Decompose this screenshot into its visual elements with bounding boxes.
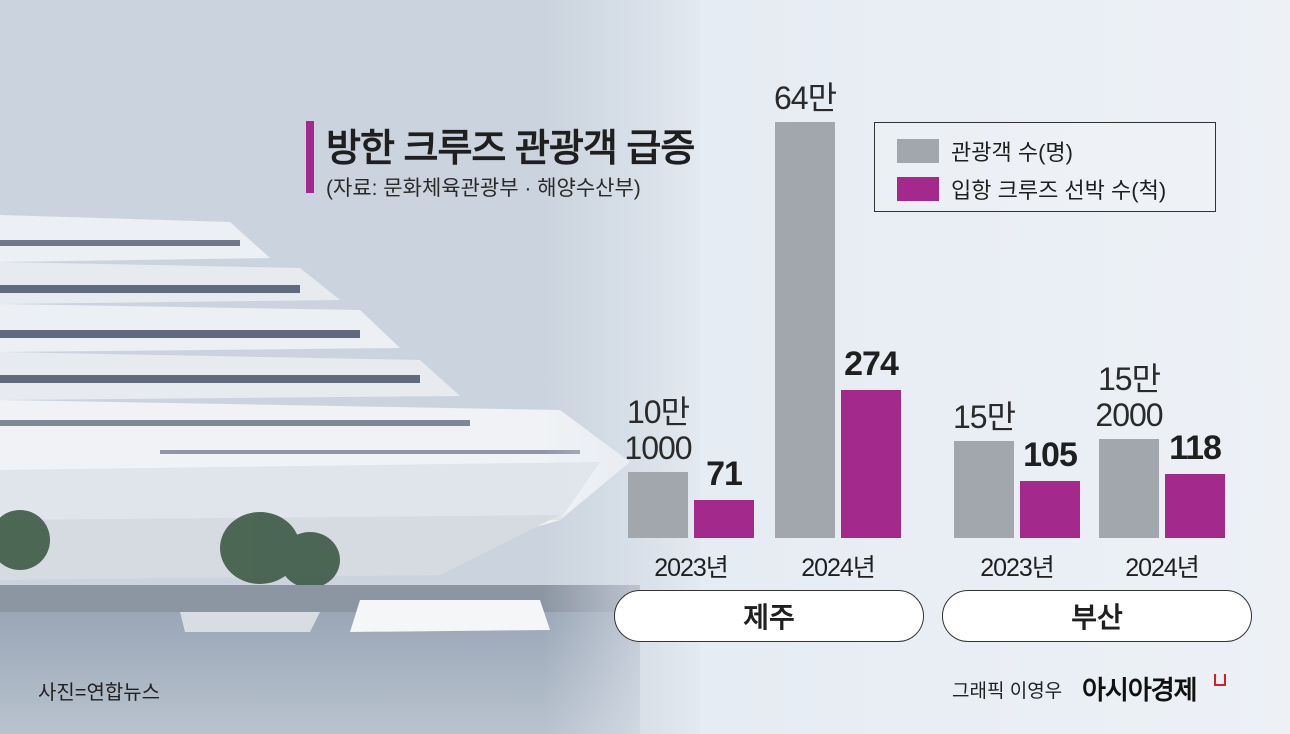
year-label-jeju-2023: 2023년 <box>654 554 729 582</box>
value-line: 64만 <box>773 80 837 116</box>
legend-item-cruise: 입항 크루즈 선박 수(척) <box>897 173 1166 205</box>
value-label-busan-2023-cruise: 105 <box>1023 436 1078 475</box>
year-label-busan-2023: 2023년 <box>980 554 1055 582</box>
bar-busan-2024-tourists <box>1099 439 1159 538</box>
region-label-jeju: 제주 <box>614 590 924 642</box>
value-line: 15만 <box>952 398 1016 435</box>
value-line: 2000 <box>1095 397 1163 434</box>
value-label-jeju-2024-cruise: 274 <box>844 345 899 383</box>
year-label-busan-2024: 2024년 <box>1125 554 1200 582</box>
legend-swatch-tourists <box>897 139 939 163</box>
photo-credit: 사진=연합뉴스 <box>38 682 161 704</box>
graphic-credit: 그래픽 이영우 <box>952 681 1063 702</box>
bar-busan-2024-cruise <box>1165 474 1225 538</box>
value-label-busan-2023-tourists: 15만 <box>934 399 1034 435</box>
chart-source: (자료: 문화체육관광부 · 해양수산부) <box>326 177 641 200</box>
value-line: 1000 <box>624 430 692 467</box>
value-label-jeju-2023-tourists: 10만 1000 <box>608 394 708 466</box>
bar-busan-2023-tourists <box>954 440 1014 538</box>
brand-mark-icon <box>1214 674 1226 686</box>
legend-item-tourists: 관광객 수(명) <box>897 135 1073 167</box>
legend: 관광객 수(명) 입항 크루즈 선박 수(척) <box>874 122 1216 212</box>
title-accent-bar <box>306 121 314 193</box>
bar-jeju-2023-cruise <box>694 499 754 538</box>
value-line: 15만 <box>1097 361 1161 398</box>
chart-title: 방한 크루즈 관광객 급증 <box>326 128 695 170</box>
year-label-jeju-2024: 2024년 <box>801 554 876 582</box>
legend-label-tourists: 관광객 수(명) <box>951 140 1073 165</box>
bar-jeju-2023-tourists <box>628 472 688 538</box>
value-line: 10만 <box>626 394 690 431</box>
value-label-jeju-2024-tourists: 64만 <box>755 80 855 116</box>
value-label-jeju-2023-cruise: 71 <box>706 454 743 493</box>
legend-swatch-cruise <box>897 177 939 201</box>
bar-jeju-2024-cruise <box>841 390 901 538</box>
legend-label-cruise: 입항 크루즈 선박 수(척) <box>951 178 1167 203</box>
bar-busan-2023-cruise <box>1020 481 1080 538</box>
value-label-busan-2024-cruise: 118 <box>1169 429 1222 468</box>
value-label-busan-2024-tourists: 15만 2000 <box>1079 361 1179 433</box>
brand-logo: 아시아경제 <box>1082 675 1198 705</box>
bar-jeju-2024-tourists <box>775 122 835 538</box>
region-label-busan: 부산 <box>942 590 1252 642</box>
